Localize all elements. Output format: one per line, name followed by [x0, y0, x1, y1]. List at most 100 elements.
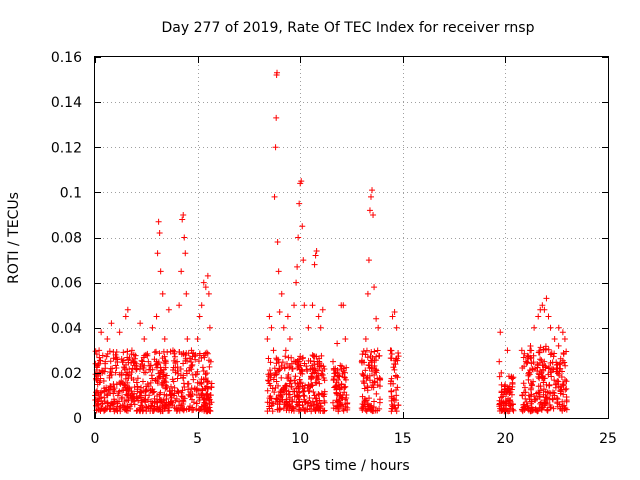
data-point	[358, 358, 365, 365]
data-point	[128, 374, 135, 381]
data-point	[367, 353, 374, 360]
data-point	[330, 358, 337, 365]
data-point	[341, 384, 348, 391]
data-point	[299, 223, 306, 230]
data-point	[342, 396, 349, 403]
data-point	[528, 360, 535, 367]
data-point	[390, 380, 397, 387]
data-point	[371, 284, 378, 291]
data-point	[161, 391, 168, 398]
data-point	[362, 367, 369, 374]
data-point	[312, 406, 319, 413]
data-point	[497, 329, 504, 336]
data-point	[536, 393, 543, 400]
data-point	[189, 404, 196, 411]
data-point	[303, 363, 310, 370]
data-point	[266, 313, 273, 320]
data-point	[179, 394, 186, 401]
data-point	[176, 407, 183, 414]
data-point	[206, 363, 213, 370]
data-point	[266, 399, 273, 406]
data-point	[366, 395, 373, 402]
data-point	[206, 357, 213, 364]
data-point	[134, 407, 141, 414]
data-point	[134, 383, 141, 390]
data-point	[367, 193, 374, 200]
data-point	[148, 372, 155, 379]
data-point	[193, 400, 200, 407]
data-point	[363, 408, 370, 415]
data-point	[122, 366, 129, 373]
data-point	[103, 391, 110, 398]
data-point	[369, 381, 376, 388]
data-point	[292, 373, 299, 380]
data-point	[562, 376, 569, 383]
data-point	[295, 356, 302, 363]
data-point	[341, 374, 348, 381]
data-point	[527, 347, 534, 354]
data-point	[372, 357, 379, 364]
data-point	[546, 364, 553, 371]
data-point	[283, 383, 290, 390]
data-point	[541, 397, 548, 404]
data-point	[99, 369, 106, 376]
data-point	[154, 380, 161, 387]
data-point	[92, 348, 99, 355]
data-point	[267, 359, 274, 366]
data-point	[156, 350, 163, 357]
data-point	[336, 373, 343, 380]
data-point	[112, 362, 119, 369]
x-tick-label: 0	[91, 431, 100, 447]
y-axis-label: ROTI / TECUs	[6, 192, 22, 284]
data-point	[364, 290, 371, 297]
data-point	[289, 365, 296, 372]
data-point	[309, 382, 316, 389]
data-point	[541, 306, 548, 313]
data-point	[104, 336, 111, 343]
data-point	[289, 404, 296, 411]
data-point	[336, 392, 343, 399]
data-point	[308, 408, 315, 415]
data-point	[204, 350, 211, 357]
data-point	[273, 360, 280, 367]
data-point	[518, 347, 525, 354]
data-point	[505, 373, 512, 380]
data-point	[121, 381, 128, 388]
data-point	[101, 398, 108, 405]
data-point	[531, 396, 538, 403]
data-point	[180, 360, 187, 367]
data-point	[266, 405, 273, 412]
data-point	[131, 390, 138, 397]
data-point	[177, 404, 184, 411]
data-point	[305, 357, 312, 364]
data-point	[319, 391, 326, 398]
data-point	[203, 370, 210, 377]
data-point	[370, 211, 377, 218]
data-point	[274, 69, 281, 76]
data-point	[165, 407, 172, 414]
data-point	[122, 313, 129, 320]
data-point	[344, 406, 351, 413]
data-point	[174, 358, 181, 365]
data-point	[165, 306, 172, 313]
data-point	[539, 302, 546, 309]
data-point	[268, 324, 275, 331]
data-point	[156, 404, 163, 411]
data-point	[343, 392, 350, 399]
data-point	[280, 324, 287, 331]
data-point	[94, 387, 101, 394]
data-point	[496, 373, 503, 380]
data-point	[278, 362, 285, 369]
data-point	[267, 374, 274, 381]
data-point	[365, 257, 372, 264]
y-tick-label: 0.12	[51, 140, 82, 156]
data-point	[318, 370, 325, 377]
data-point	[391, 366, 398, 373]
data-point	[285, 391, 292, 398]
data-point	[97, 408, 104, 415]
y-tick-label: 0.14	[51, 95, 82, 111]
data-point	[115, 398, 122, 405]
data-point	[169, 387, 176, 394]
y-tick-label: 0.1	[60, 185, 82, 201]
data-point	[178, 393, 185, 400]
